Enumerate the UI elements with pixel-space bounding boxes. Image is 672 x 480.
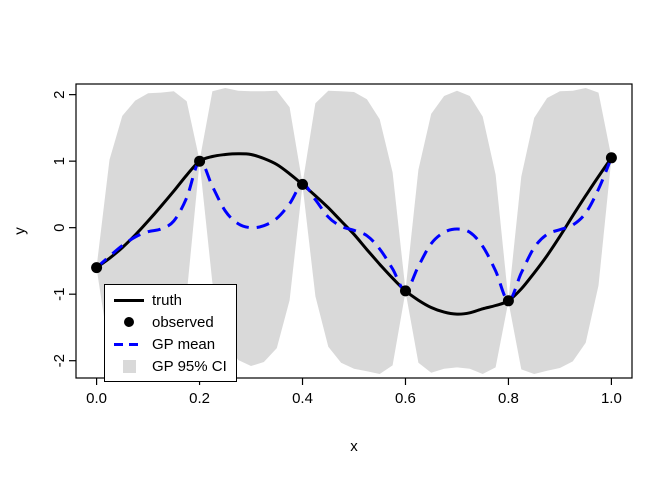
y-tick-label: 1 — [51, 157, 68, 165]
x-tick-label: 1.0 — [601, 390, 622, 407]
observed-point — [400, 285, 411, 297]
observed-point — [502, 295, 514, 307]
ci-square-sample — [114, 359, 144, 373]
truth-line — [95, 152, 613, 316]
legend-label: observed — [152, 313, 214, 331]
legend: truth observed GP mean GP 95% CI — [104, 284, 237, 382]
observed-point — [605, 152, 617, 164]
gp-mean-line-sample — [114, 342, 144, 346]
observed-point-sample — [114, 317, 144, 327]
y-tick-label: 0 — [51, 224, 68, 232]
x-tick-label: 0.4 — [292, 390, 313, 407]
gp-mean-line — [95, 157, 613, 303]
legend-label: GP mean — [152, 335, 216, 353]
legend-item: GP mean — [114, 333, 227, 355]
x-tick-label: 0.0 — [86, 390, 107, 407]
legend-label: truth — [152, 291, 183, 309]
observed-point — [91, 262, 103, 274]
legend-item: observed — [114, 311, 227, 333]
legend-label: GP 95% CI — [152, 357, 227, 375]
observed-point — [297, 178, 308, 190]
y-tick-label: 2 — [51, 90, 68, 98]
legend-item: truth — [114, 289, 227, 311]
y-axis-label: y — [11, 227, 29, 235]
x-tick-label: 0.6 — [395, 390, 416, 407]
x-axis-label: x — [350, 438, 358, 455]
plot-box — [75, 83, 633, 379]
observed-point — [194, 155, 206, 167]
y-tick-label: -1 — [51, 288, 68, 301]
y-tick-label: -2 — [51, 354, 68, 367]
x-tick-label: 0.8 — [498, 390, 519, 407]
truth-line-sample — [114, 298, 144, 302]
x-tick-label: 0.2 — [189, 390, 210, 407]
legend-item: GP 95% CI — [114, 355, 227, 377]
